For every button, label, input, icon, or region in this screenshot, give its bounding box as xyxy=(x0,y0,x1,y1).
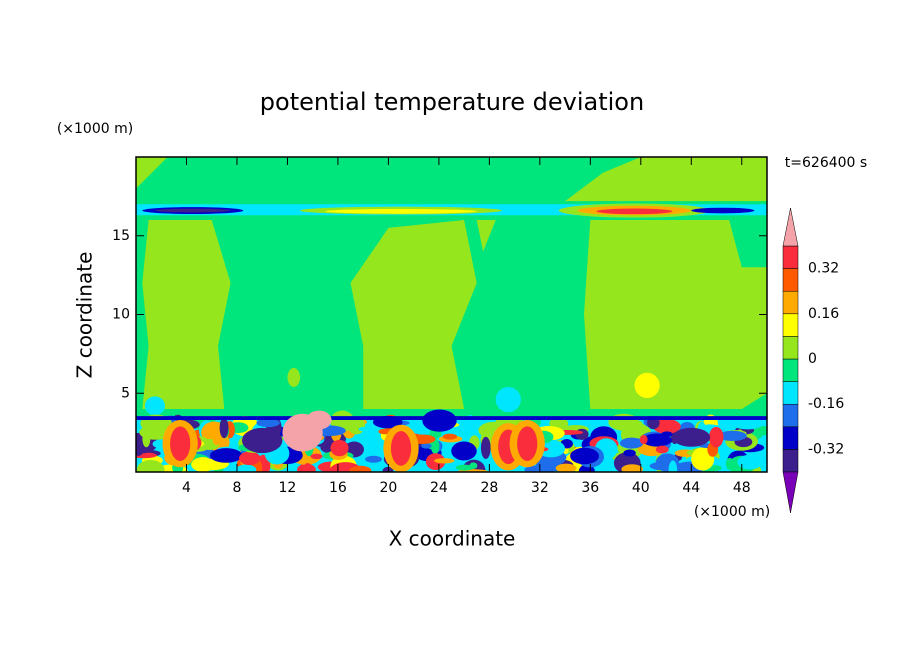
contour-region xyxy=(142,220,231,409)
colorbar-segment xyxy=(782,313,799,337)
contour-region xyxy=(495,386,521,413)
contour-region xyxy=(455,464,474,471)
contour-region xyxy=(584,220,767,409)
contour-region xyxy=(219,417,229,439)
colorbar-label: -0.32 xyxy=(808,441,844,457)
contour-region xyxy=(209,448,243,463)
contour-region xyxy=(596,208,673,215)
colorbar-segment xyxy=(782,336,799,360)
x-tick-label: 16 xyxy=(329,480,347,496)
colorbar-segment xyxy=(782,381,799,405)
contour-region xyxy=(737,454,763,470)
contour-region xyxy=(390,431,412,466)
contour-region xyxy=(238,451,261,466)
x-tick-label: 12 xyxy=(279,480,297,496)
colorbar-segment xyxy=(782,449,799,473)
y-tick-label: 10 xyxy=(112,307,130,323)
colorbar-label: 0.16 xyxy=(808,306,839,322)
contour-region xyxy=(330,439,349,457)
colorbar-end xyxy=(782,207,799,247)
contour-region xyxy=(708,426,724,448)
contour-region xyxy=(306,410,332,430)
contour-region xyxy=(350,220,477,409)
x-tick-label: 48 xyxy=(733,480,751,496)
colorbar-label: 0 xyxy=(808,351,817,367)
colorbar-segment xyxy=(782,268,799,292)
contour-region xyxy=(476,220,496,252)
contour-region xyxy=(639,434,648,445)
colorbar-segment xyxy=(782,426,799,450)
contour-region xyxy=(565,157,767,202)
contour-region xyxy=(619,437,644,449)
contour-region xyxy=(729,220,767,268)
colorbar-segment xyxy=(782,358,799,382)
contour-region xyxy=(668,460,678,472)
y-tick-label: 15 xyxy=(112,228,130,244)
contour-region xyxy=(136,459,165,472)
contour-region xyxy=(303,463,312,472)
contour-region xyxy=(480,436,491,459)
y-axis-label: Z coordinate xyxy=(73,252,97,379)
contour-region xyxy=(242,427,283,454)
contour-region xyxy=(570,447,600,465)
contour-region xyxy=(718,430,747,441)
contour-region xyxy=(256,418,280,428)
y-tick-label: 5 xyxy=(121,385,130,401)
contour-region xyxy=(555,463,577,472)
contour-region xyxy=(451,441,477,461)
contour-region xyxy=(365,455,382,463)
colorbar-label: -0.16 xyxy=(808,396,844,412)
chart-title: potential temperature deviation xyxy=(260,88,644,116)
x-tick-label: 32 xyxy=(531,480,549,496)
contour-region xyxy=(310,453,323,460)
contour-region xyxy=(621,464,643,472)
contour-region xyxy=(623,449,636,457)
contour-region xyxy=(191,457,215,472)
colorbar-label: 0.32 xyxy=(808,261,839,277)
contour-region xyxy=(349,465,372,472)
x-tick-label: 44 xyxy=(682,480,700,496)
contour-region xyxy=(422,409,457,432)
contour-region xyxy=(236,464,257,472)
x-tick-label: 36 xyxy=(581,480,599,496)
contour-region xyxy=(517,426,538,461)
x-tick-label: 8 xyxy=(232,480,241,496)
contour-region xyxy=(421,443,432,449)
x-tick-label: 20 xyxy=(379,480,397,496)
contour-region xyxy=(524,465,554,472)
contour-region xyxy=(358,426,380,432)
contour-region xyxy=(434,458,455,464)
contour-region xyxy=(672,427,711,447)
colorbar-segment xyxy=(782,403,799,428)
field xyxy=(136,157,767,472)
contour-region xyxy=(655,445,669,454)
x-axis-label: X coordinate xyxy=(389,527,516,551)
x-tick-label: 4 xyxy=(182,480,191,496)
contour-region xyxy=(154,208,231,213)
x-tick-label: 28 xyxy=(480,480,498,496)
contour-region xyxy=(136,157,168,189)
contour-region xyxy=(442,433,458,440)
contour-region xyxy=(144,396,166,416)
contour-region xyxy=(212,428,221,446)
x-tick-label: 24 xyxy=(430,480,448,496)
colorbar-end xyxy=(782,471,799,514)
colorbar-segment xyxy=(782,245,799,269)
contour-region xyxy=(642,433,672,447)
x-tick-label: 40 xyxy=(632,480,650,496)
colorbar-segment xyxy=(782,290,799,315)
contour-region xyxy=(287,368,301,387)
contour-region xyxy=(691,207,755,214)
time-label: t=626400 s xyxy=(785,155,867,171)
contour-region xyxy=(325,208,477,214)
y-unit: (×1000 m) xyxy=(57,121,133,137)
contour-region xyxy=(170,426,191,461)
contour-region xyxy=(372,439,386,454)
contour-region xyxy=(617,455,634,462)
x-unit: (×1000 m) xyxy=(694,504,770,520)
contour-region xyxy=(652,419,681,434)
contour-region xyxy=(634,372,660,398)
contour-region xyxy=(136,416,767,420)
